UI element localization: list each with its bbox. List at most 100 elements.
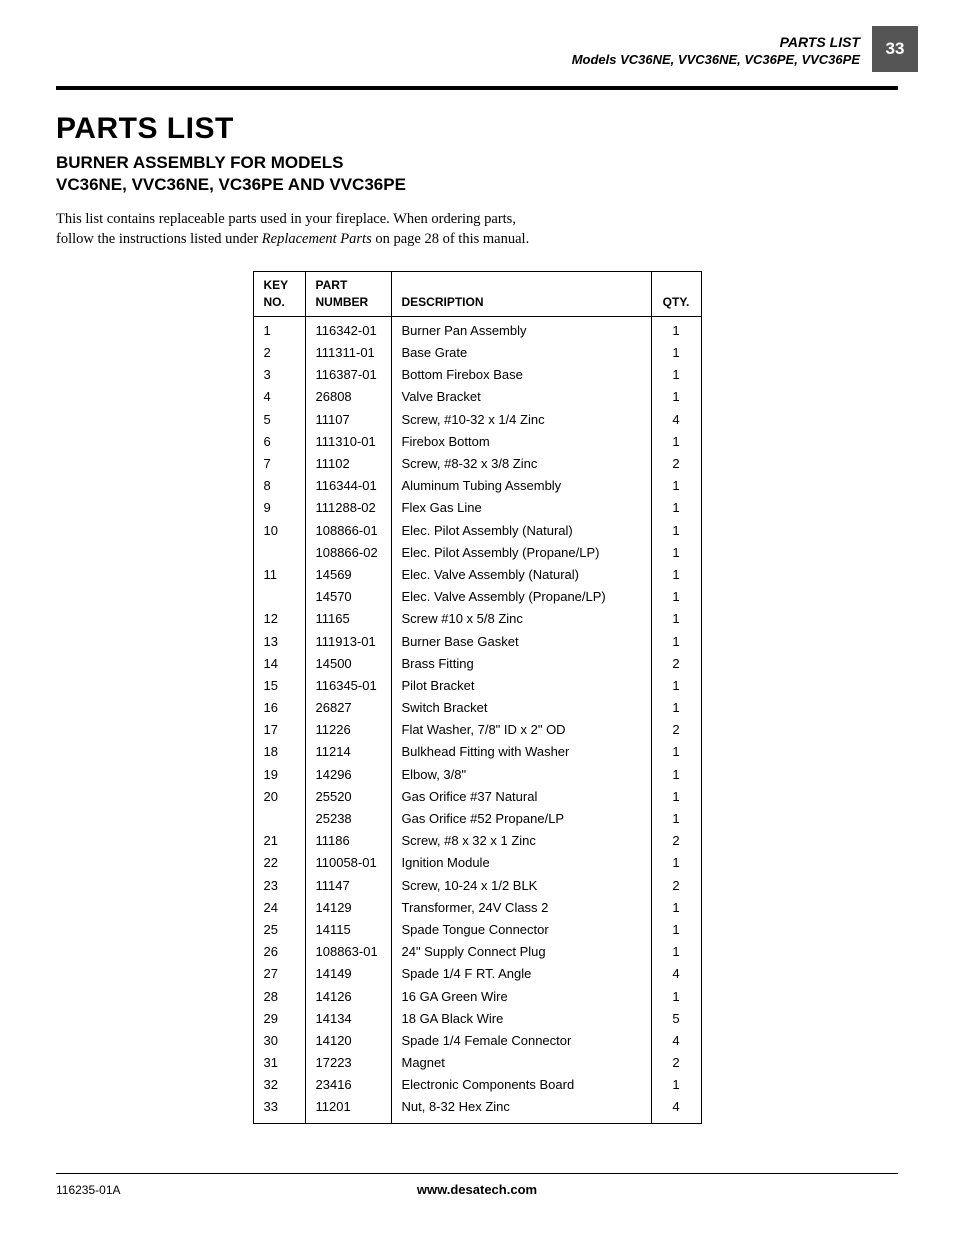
cell-part-number: 14569 bbox=[305, 564, 391, 586]
table-row: 511107Screw, #10-32 x 1/4 Zinc4 bbox=[253, 409, 701, 431]
cell-part-number: 111913-01 bbox=[305, 631, 391, 653]
footer-divider bbox=[56, 1173, 898, 1174]
cell-qty: 4 bbox=[651, 409, 701, 431]
cell-part-number: 14129 bbox=[305, 897, 391, 919]
cell-part-number: 11165 bbox=[305, 608, 391, 630]
page-number-tab: 33 bbox=[872, 26, 918, 72]
cell-key: 12 bbox=[253, 608, 305, 630]
col-header-qty: QTY. bbox=[651, 272, 701, 317]
cell-description: Nut, 8-32 Hex Zinc bbox=[391, 1096, 651, 1123]
cell-key: 5 bbox=[253, 409, 305, 431]
cell-qty: 1 bbox=[651, 431, 701, 453]
intro-italic: Replacement Parts bbox=[262, 231, 372, 247]
cell-qty: 1 bbox=[651, 897, 701, 919]
cell-key: 15 bbox=[253, 675, 305, 697]
cell-description: Elec. Pilot Assembly (Propane/LP) bbox=[391, 542, 651, 564]
cell-qty: 1 bbox=[651, 386, 701, 408]
cell-part-number: 11186 bbox=[305, 830, 391, 852]
cell-part-number: 111288-02 bbox=[305, 497, 391, 519]
cell-key: 25 bbox=[253, 919, 305, 941]
cell-description: Elec. Valve Assembly (Propane/LP) bbox=[391, 586, 651, 608]
cell-description: Transformer, 24V Class 2 bbox=[391, 897, 651, 919]
cell-part-number: 108866-01 bbox=[305, 520, 391, 542]
col-header-qty-text: QTY. bbox=[662, 294, 691, 311]
cell-description: 18 GA Black Wire bbox=[391, 1008, 651, 1030]
parts-table-wrapper: KEY NO. PART NUMBER DESCRIPTION QTY. bbox=[56, 271, 898, 1123]
col-header-key-l2: NO. bbox=[264, 294, 295, 311]
cell-part-number: 108863-01 bbox=[305, 941, 391, 963]
cell-qty: 2 bbox=[651, 719, 701, 741]
cell-key: 10 bbox=[253, 520, 305, 542]
table-row: 8116344-01Aluminum Tubing Assembly1 bbox=[253, 475, 701, 497]
cell-key: 26 bbox=[253, 941, 305, 963]
table-row: 3014120Spade 1/4 Female Connector4 bbox=[253, 1030, 701, 1052]
cell-key: 2 bbox=[253, 342, 305, 364]
cell-key: 20 bbox=[253, 786, 305, 808]
cell-description: Aluminum Tubing Assembly bbox=[391, 475, 651, 497]
table-row: 2025520Gas Orifice #37 Natural1 bbox=[253, 786, 701, 808]
cell-key: 14 bbox=[253, 653, 305, 675]
cell-description: Screw #10 x 5/8 Zinc bbox=[391, 608, 651, 630]
cell-key: 23 bbox=[253, 875, 305, 897]
cell-part-number: 23416 bbox=[305, 1074, 391, 1096]
table-row: 22110058-01Ignition Module1 bbox=[253, 852, 701, 874]
cell-qty: 1 bbox=[651, 631, 701, 653]
table-row: 3223416Electronic Components Board1 bbox=[253, 1074, 701, 1096]
cell-part-number: 11201 bbox=[305, 1096, 391, 1123]
sub-heading-line1: BURNER ASSEMBLY FOR MODELS bbox=[56, 153, 343, 172]
cell-part-number: 116342-01 bbox=[305, 316, 391, 342]
sub-heading-line2: VC36NE, VVC36NE, VC36PE AND VVC36PE bbox=[56, 175, 406, 194]
cell-part-number: 17223 bbox=[305, 1052, 391, 1074]
cell-part-number: 11214 bbox=[305, 741, 391, 763]
footer-row: 116235-01A www.desatech.com 116235-01A bbox=[56, 1182, 898, 1197]
cell-part-number: 111311-01 bbox=[305, 342, 391, 364]
cell-part-number: 111310-01 bbox=[305, 431, 391, 453]
cell-part-number: 116387-01 bbox=[305, 364, 391, 386]
table-row: 1114569Elec. Valve Assembly (Natural)1 bbox=[253, 564, 701, 586]
table-row: 1211165Screw #10 x 5/8 Zinc1 bbox=[253, 608, 701, 630]
cell-part-number: 14126 bbox=[305, 986, 391, 1008]
col-header-part: PART NUMBER bbox=[305, 272, 391, 317]
intro-after: on page 28 of this manual. bbox=[372, 231, 529, 247]
cell-qty: 4 bbox=[651, 963, 701, 985]
table-row: 26108863-0124" Supply Connect Plug1 bbox=[253, 941, 701, 963]
header-title: PARTS LIST bbox=[572, 34, 860, 52]
parts-table: KEY NO. PART NUMBER DESCRIPTION QTY. bbox=[253, 271, 702, 1123]
cell-description: Pilot Bracket bbox=[391, 675, 651, 697]
cell-description: Magnet bbox=[391, 1052, 651, 1074]
cell-qty: 1 bbox=[651, 852, 701, 874]
cell-qty: 1 bbox=[651, 364, 701, 386]
table-row: 3117223Magnet2 bbox=[253, 1052, 701, 1074]
cell-qty: 2 bbox=[651, 453, 701, 475]
table-row: 2311147Screw, 10-24 x 1/2 BLK2 bbox=[253, 875, 701, 897]
cell-part-number: 25238 bbox=[305, 808, 391, 830]
cell-part-number: 116344-01 bbox=[305, 475, 391, 497]
cell-key: 9 bbox=[253, 497, 305, 519]
cell-qty: 1 bbox=[651, 564, 701, 586]
cell-part-number: 26808 bbox=[305, 386, 391, 408]
cell-description: Spade 1/4 Female Connector bbox=[391, 1030, 651, 1052]
cell-description: Spade 1/4 F RT. Angle bbox=[391, 963, 651, 985]
cell-part-number: 14149 bbox=[305, 963, 391, 985]
header-text: PARTS LIST Models VC36NE, VVC36NE, VC36P… bbox=[572, 34, 860, 68]
cell-qty: 2 bbox=[651, 653, 701, 675]
cell-description: Screw, #8-32 x 3/8 Zinc bbox=[391, 453, 651, 475]
cell-description: Brass Fitting bbox=[391, 653, 651, 675]
header-models: Models VC36NE, VVC36NE, VC36PE, VVC36PE bbox=[572, 52, 860, 68]
cell-description: Elec. Pilot Assembly (Natural) bbox=[391, 520, 651, 542]
cell-key: 24 bbox=[253, 897, 305, 919]
cell-description: Firebox Bottom bbox=[391, 431, 651, 453]
table-row: 1811214Bulkhead Fitting with Washer1 bbox=[253, 741, 701, 763]
cell-key bbox=[253, 542, 305, 564]
cell-description: Burner Base Gasket bbox=[391, 631, 651, 653]
cell-part-number: 26827 bbox=[305, 697, 391, 719]
cell-description: Screw, #8 x 32 x 1 Zinc bbox=[391, 830, 651, 852]
cell-qty: 2 bbox=[651, 1052, 701, 1074]
col-header-desc-text: DESCRIPTION bbox=[402, 294, 641, 311]
cell-qty: 1 bbox=[651, 919, 701, 941]
cell-qty: 1 bbox=[651, 808, 701, 830]
cell-qty: 1 bbox=[651, 986, 701, 1008]
cell-qty: 1 bbox=[651, 542, 701, 564]
cell-key: 17 bbox=[253, 719, 305, 741]
cell-description: Screw, 10-24 x 1/2 BLK bbox=[391, 875, 651, 897]
